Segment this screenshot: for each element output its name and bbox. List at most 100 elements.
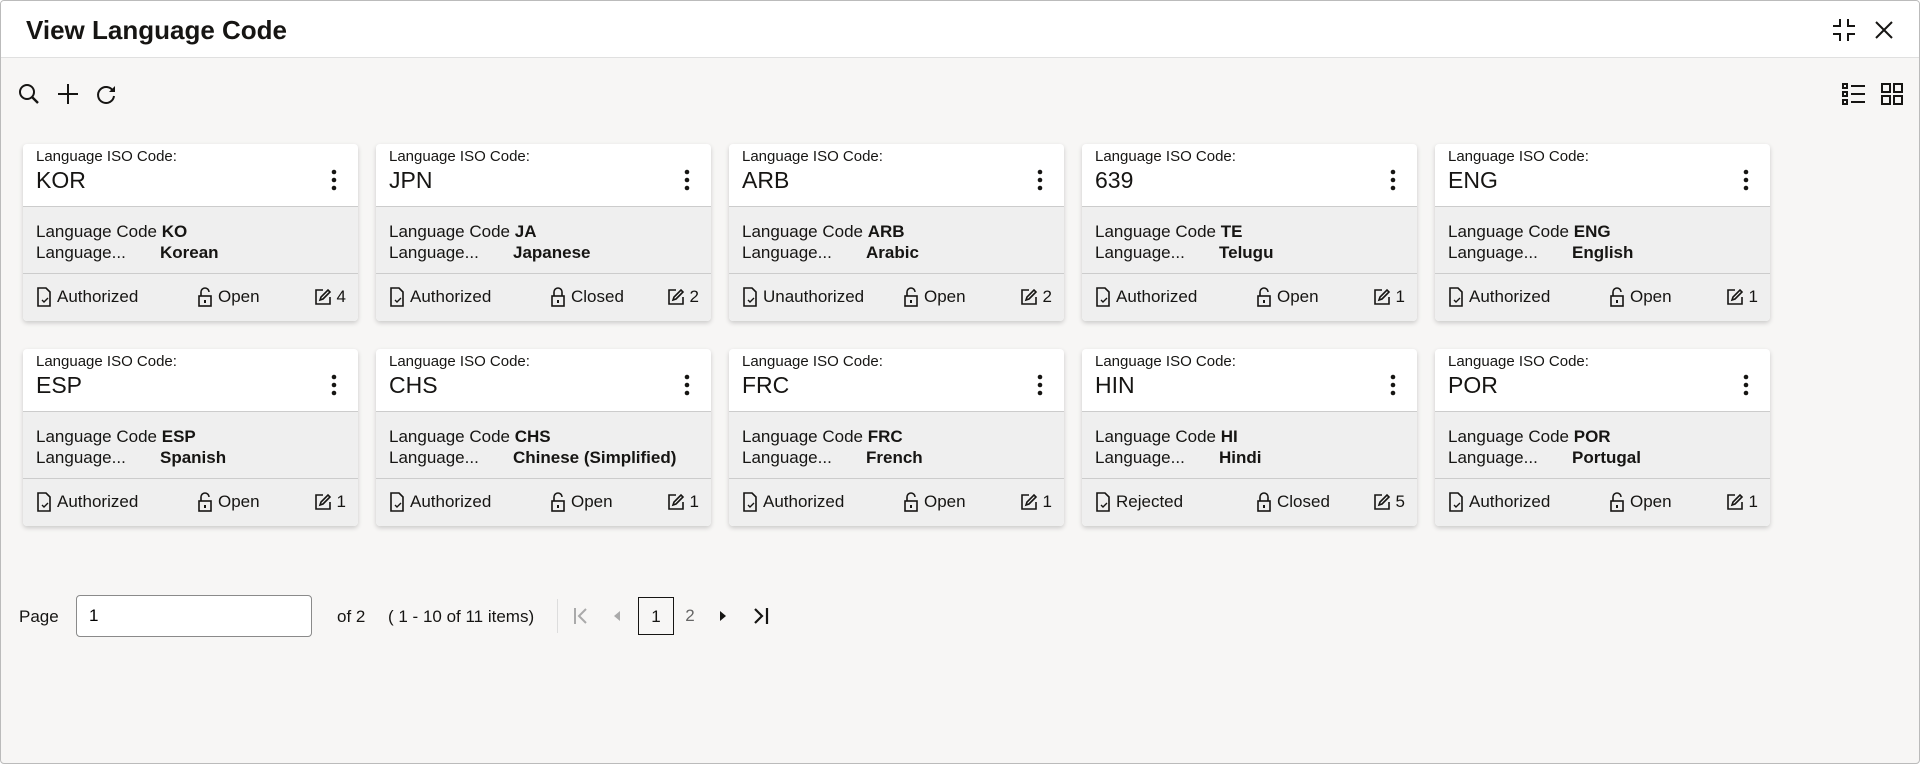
iso-code-label: Language ISO Code: — [389, 148, 530, 165]
record-status: Open — [218, 492, 260, 511]
language-card[interactable]: Language ISO Code: ARB Language Code ARB… — [729, 144, 1064, 321]
language-card[interactable]: Language ISO Code: CHS Language Code CHS… — [376, 349, 711, 526]
more-options-icon[interactable] — [1030, 168, 1050, 192]
iso-code-value: FRC — [742, 372, 790, 398]
card-details: Language Code POR Language... Portugal — [1435, 412, 1770, 479]
more-options-icon[interactable] — [1736, 373, 1756, 397]
language-name-value: Chinese (Simplified) — [513, 448, 677, 467]
unlocked-icon — [1610, 287, 1624, 307]
iso-code-label: Language ISO Code: — [742, 148, 883, 165]
search-icon[interactable] — [16, 81, 42, 107]
card-header: Language ISO Code: FRC — [729, 349, 1064, 412]
language-card[interactable]: Language ISO Code: ENG Language Code ENG… — [1435, 144, 1770, 321]
more-options-icon[interactable] — [324, 168, 344, 192]
record-status: Open — [1630, 492, 1672, 511]
authorization-doc-icon — [37, 287, 51, 307]
language-name-value: Portugal — [1572, 448, 1641, 467]
auth-status: Authorized — [57, 492, 139, 511]
locked-icon — [551, 287, 565, 307]
auth-status: Authorized — [1469, 287, 1551, 306]
language-code-label: Language Code — [36, 427, 158, 446]
authorization-doc-icon — [390, 287, 404, 307]
language-name-value: Telugu — [1219, 243, 1274, 262]
edit-icon — [667, 288, 684, 305]
next-page-icon[interactable] — [715, 605, 731, 627]
previous-page-icon[interactable] — [609, 605, 625, 627]
record-status: Closed — [1277, 492, 1330, 511]
language-code-label: Language Code — [1095, 427, 1217, 446]
page-input[interactable] — [76, 595, 312, 637]
iso-code-label: Language ISO Code: — [36, 353, 177, 370]
more-options-icon[interactable] — [677, 373, 697, 397]
card-details: Language Code CHS Language... Chinese (Si… — [376, 412, 711, 479]
unlocked-icon — [1257, 287, 1271, 307]
grid-view-icon[interactable] — [1879, 81, 1905, 107]
modification-count: 1 — [689, 492, 699, 511]
unlocked-icon — [904, 492, 918, 512]
list-view-icon[interactable] — [1841, 81, 1867, 107]
record-status: Open — [1277, 287, 1319, 306]
auth-status: Authorized — [410, 287, 492, 306]
language-name-value: Korean — [160, 243, 219, 262]
more-options-icon[interactable] — [677, 168, 697, 192]
language-card[interactable]: Language ISO Code: KOR Language Code KO … — [23, 144, 358, 321]
add-icon[interactable] — [55, 81, 81, 107]
page-button-2[interactable]: 2 — [685, 606, 695, 625]
language-card[interactable]: Language ISO Code: JPN Language Code JA … — [376, 144, 711, 321]
language-name-value: French — [866, 448, 923, 467]
language-code-label: Language Code — [742, 427, 864, 446]
iso-code-value: HIN — [1095, 372, 1135, 398]
language-code-value: POR — [1573, 427, 1611, 446]
card-header: Language ISO Code: ARB — [729, 144, 1064, 207]
unlocked-icon — [198, 287, 212, 307]
last-page-icon[interactable] — [751, 605, 771, 627]
iso-code-value: 639 — [1095, 167, 1134, 193]
language-name-label: Language... — [36, 243, 126, 262]
language-code-label: Language Code — [742, 222, 864, 241]
iso-code-value: ESP — [36, 372, 83, 398]
iso-code-value: CHS — [389, 372, 438, 398]
card-details: Language Code HI Language... Hindi — [1082, 412, 1417, 479]
more-options-icon[interactable] — [1736, 168, 1756, 192]
language-name-label: Language... — [742, 448, 832, 467]
record-status: Open — [924, 492, 966, 511]
language-card[interactable]: Language ISO Code: HIN Language Code HI … — [1082, 349, 1417, 526]
edit-icon — [314, 288, 331, 305]
more-options-icon[interactable] — [324, 373, 344, 397]
close-icon[interactable] — [1871, 17, 1897, 43]
page-title: View Language Code — [26, 15, 288, 45]
authorization-doc-icon — [743, 287, 757, 307]
iso-code-value: ENG — [1448, 167, 1498, 193]
language-card[interactable]: Language ISO Code: FRC Language Code FRC… — [729, 349, 1064, 526]
card-details: Language Code ENG Language... English — [1435, 207, 1770, 274]
card-header: Language ISO Code: ENG — [1435, 144, 1770, 207]
unlocked-icon — [1610, 492, 1624, 512]
card-footer: Unauthorized Open 2 — [729, 274, 1064, 321]
auth-status: Authorized — [1116, 287, 1198, 306]
modification-count: 2 — [1042, 287, 1052, 306]
modification-count: 5 — [1395, 492, 1405, 511]
iso-code-label: Language ISO Code: — [1095, 353, 1236, 370]
language-card[interactable]: Language ISO Code: 639 Language Code TE … — [1082, 144, 1417, 321]
refresh-icon[interactable] — [93, 81, 119, 107]
edit-icon — [1726, 288, 1743, 305]
more-options-icon[interactable] — [1030, 373, 1050, 397]
modification-count: 1 — [1042, 492, 1052, 511]
iso-code-label: Language ISO Code: — [36, 148, 177, 165]
unlocked-icon — [551, 492, 565, 512]
auth-status: Authorized — [410, 492, 492, 511]
language-card[interactable]: Language ISO Code: ESP Language Code ESP… — [23, 349, 358, 526]
authorization-doc-icon — [1449, 287, 1463, 307]
first-page-icon[interactable] — [571, 605, 591, 627]
modification-count: 4 — [336, 287, 346, 306]
more-options-icon[interactable] — [1383, 168, 1403, 192]
language-code-value: ENG — [1573, 222, 1611, 241]
page-button-1[interactable]: 1 — [638, 597, 674, 635]
language-name-label: Language... — [1095, 243, 1185, 262]
minimize-icon[interactable] — [1831, 17, 1857, 43]
card-header: Language ISO Code: KOR — [23, 144, 358, 207]
language-card[interactable]: Language ISO Code: POR Language Code POR… — [1435, 349, 1770, 526]
language-name-label: Language... — [36, 448, 126, 467]
more-options-icon[interactable] — [1383, 373, 1403, 397]
